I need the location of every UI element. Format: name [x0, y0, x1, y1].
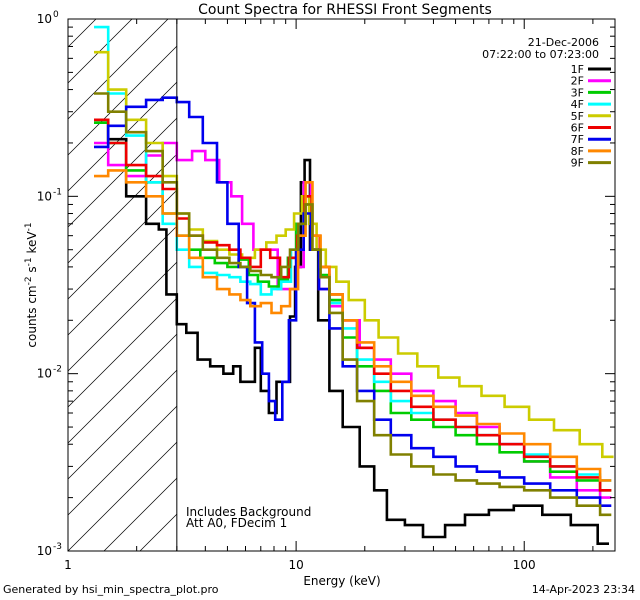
series-9F: [94, 92, 612, 517]
series-lines: [94, 25, 614, 545]
series-4F: [94, 25, 612, 482]
legend-label-5F: 5F: [571, 110, 584, 123]
legend-label-8F: 8F: [571, 145, 584, 158]
hatch-line: [68, 405, 177, 516]
hatch-line: [0, 19, 24, 551]
annotation-background: Includes Background: [186, 505, 311, 519]
x-axis-label: Energy (keV): [303, 574, 380, 588]
y-tick-label: 10: [37, 12, 52, 26]
footer-generated-by: Generated by hsi_min_spectra_plot.pro: [3, 583, 219, 596]
legend-label-1F: 1F: [571, 63, 584, 76]
date-label: 21-Dec-2006: [528, 36, 599, 49]
hatch-line: [68, 441, 177, 551]
y-tick-exponent: -3: [53, 542, 62, 552]
x-tick-label: 1: [64, 558, 72, 572]
legend-label-3F: 3F: [571, 86, 584, 99]
legend-label-6F: 6F: [571, 122, 584, 135]
legend-label-9F: 9F: [571, 157, 584, 170]
series-7F: [94, 96, 612, 507]
x-tick-label: 100: [513, 558, 536, 572]
y-tick-exponent: -1: [53, 187, 62, 197]
chart-title: Count Spectra for RHESSI Front Segments: [198, 2, 492, 18]
hatch-line: [68, 189, 177, 300]
y-tick-label: 10: [37, 189, 52, 203]
series-3F: [94, 121, 612, 492]
hatch-line: [284, 19, 640, 551]
y-tick-label: 10: [37, 367, 52, 381]
hatch-line: [428, 19, 640, 551]
x-tick-label: 10: [288, 558, 303, 572]
hatch-line: [68, 225, 177, 336]
hatch-line: [68, 369, 177, 480]
hatch-line: [68, 117, 177, 228]
y-tick-exponent: -2: [53, 365, 62, 375]
hatch-line: [68, 261, 177, 372]
hatched-energy-region: [0, 19, 640, 551]
hatch-line: [608, 19, 640, 551]
footer-timestamp: 14-Apr-2023 23:34: [531, 583, 635, 596]
legend-label-4F: 4F: [571, 98, 584, 111]
series-8F: [94, 169, 612, 482]
legend-label-2F: 2F: [571, 75, 584, 88]
hatch-line: [68, 19, 169, 120]
time-range-label: 07:22:00 to 07:23:00: [482, 48, 599, 61]
hatch-line: [68, 81, 177, 192]
y-tick-label: 10: [37, 544, 52, 558]
plot-frame: [67, 18, 616, 552]
legend-label-7F: 7F: [571, 133, 584, 146]
annotation-attenuator: Att A0, FDecim 1: [186, 516, 287, 530]
hatch-line: [68, 45, 177, 156]
hatch-line: [392, 19, 640, 551]
y-tick-exponent: 0: [53, 10, 59, 20]
y-axis-label: counts cm-2 s-1 keV-1: [24, 222, 39, 347]
series-5F: [94, 50, 614, 459]
